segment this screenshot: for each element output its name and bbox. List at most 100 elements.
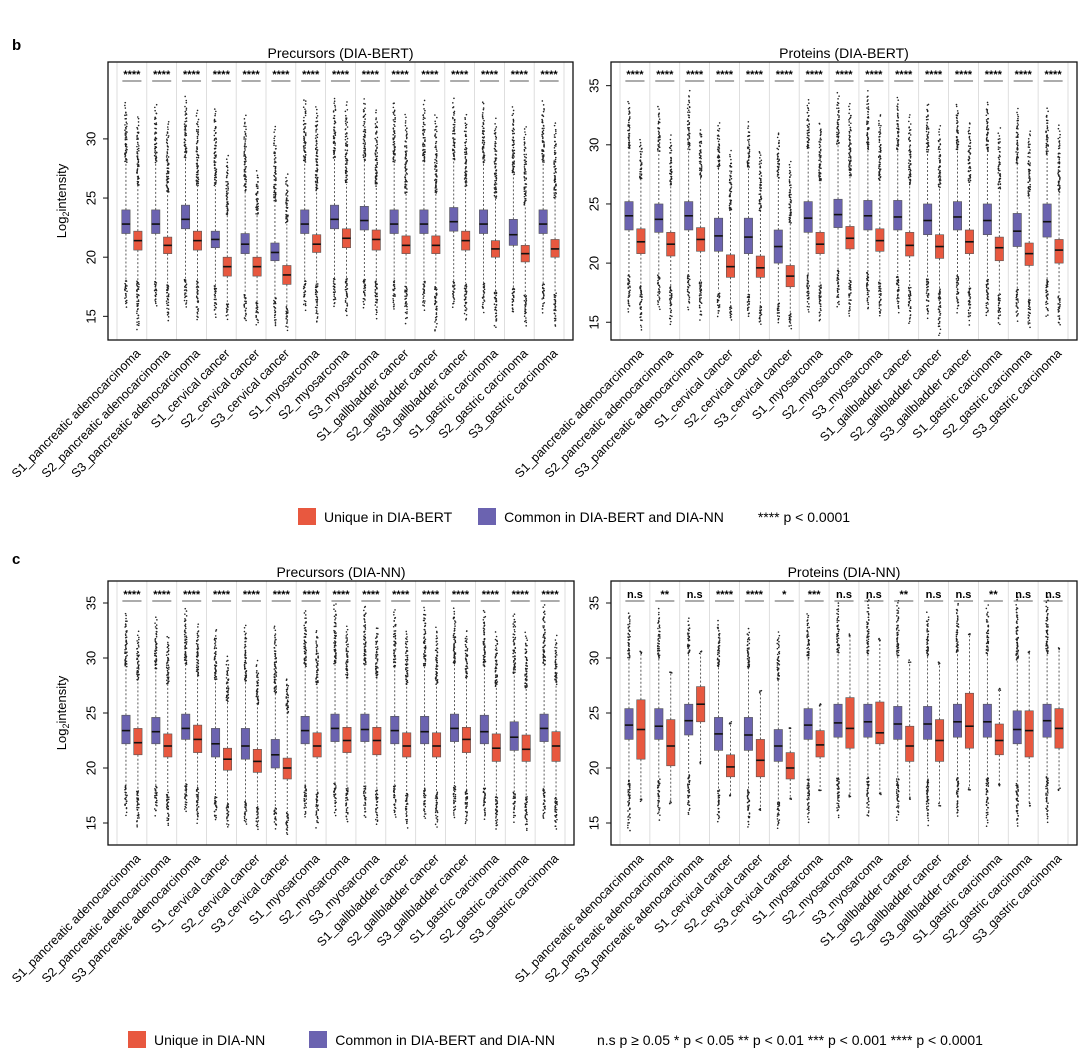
- outlier-dot: [155, 103, 158, 106]
- outlier-dot: [687, 142, 690, 144]
- outlier-dot: [453, 149, 455, 152]
- x-tick-label: S1_pancreatic adenocarcinoma: [9, 346, 143, 480]
- outlier-dot: [927, 103, 930, 106]
- outlier-dot: [837, 142, 840, 145]
- significance-label: ****: [272, 69, 290, 81]
- outlier-dot: [512, 310, 515, 313]
- outlier-dot: [285, 201, 287, 204]
- outlier-points: [818, 122, 822, 322]
- outlier-dot: [225, 190, 228, 193]
- outlier-dot: [167, 175, 170, 178]
- outlier-dot: [776, 170, 779, 172]
- outlier-dot: [628, 102, 630, 105]
- outlier-dot: [927, 127, 930, 130]
- outlier-dot: [818, 140, 820, 143]
- outlier-dot: [215, 298, 217, 301]
- outlier-dot: [807, 146, 810, 149]
- outlier-dot: [273, 142, 275, 145]
- outlier-dot: [125, 125, 128, 128]
- outlier-dot: [838, 115, 840, 117]
- outlier-dot: [274, 171, 276, 174]
- outlier-dot: [435, 157, 438, 159]
- outlier-dot: [554, 152, 557, 154]
- outlier-dot: [125, 296, 127, 298]
- outlier-dot: [226, 174, 228, 177]
- outlier-dot: [700, 297, 702, 299]
- panel-b-label: b: [12, 37, 22, 54]
- outlier-dot: [758, 209, 761, 212]
- outlier-dot: [819, 159, 822, 161]
- outlier-dot: [879, 131, 881, 133]
- outlier-dot: [185, 117, 188, 119]
- outlier-dot: [985, 119, 988, 121]
- outlier-dot: [819, 303, 821, 305]
- outlier-dot: [554, 128, 557, 131]
- outlier-dot: [850, 174, 852, 177]
- outlier-dot: [434, 296, 437, 299]
- outlier-dot: [124, 300, 127, 303]
- outlier-dot: [553, 298, 556, 301]
- outlier-dot: [125, 306, 128, 308]
- outlier-dot: [434, 189, 437, 192]
- outlier-dot: [524, 308, 527, 311]
- outlier-dot: [138, 286, 140, 288]
- outlier-dot: [778, 305, 780, 308]
- outlier-dot: [393, 136, 396, 138]
- outlier-dot: [808, 296, 810, 299]
- outlier-dot: [362, 297, 365, 300]
- outlier-dot: [926, 305, 928, 307]
- box-common: [389, 209, 399, 234]
- outlier-dot: [700, 283, 702, 285]
- outlier-dot: [1045, 150, 1048, 153]
- outlier-dot: [837, 135, 840, 138]
- outlier-dot: [167, 191, 170, 193]
- outlier-dot: [154, 300, 157, 303]
- outlier-dot: [423, 153, 426, 156]
- outlier-dot: [926, 110, 929, 113]
- outlier-dot: [124, 137, 127, 139]
- outlier-dot: [167, 189, 169, 191]
- outlier-dot: [213, 167, 216, 169]
- outlier-dot: [819, 157, 821, 159]
- outlier-dot: [166, 154, 168, 157]
- outlier-dot: [553, 134, 556, 136]
- outlier-dot: [788, 221, 791, 223]
- outlier-dot: [698, 306, 701, 309]
- outlier-dot: [897, 125, 899, 128]
- outlier-dot: [639, 295, 642, 298]
- outlier-dot: [275, 177, 277, 179]
- outlier-dot: [493, 303, 496, 306]
- outlier-dot: [896, 283, 898, 286]
- outlier-dot: [523, 159, 526, 162]
- outlier-dot: [494, 153, 497, 156]
- outlier-dot: [788, 184, 791, 187]
- outlier-dot: [866, 107, 868, 109]
- outlier-dot: [393, 114, 396, 117]
- outlier-dot: [957, 130, 959, 132]
- outlier-dot: [453, 121, 456, 123]
- outlier-dot: [867, 113, 869, 116]
- outlier-dot: [939, 143, 942, 146]
- outlier-dot: [345, 310, 348, 313]
- outlier-dot: [985, 114, 988, 117]
- outlier-dot: [985, 285, 988, 287]
- outlier-dot: [543, 144, 545, 147]
- outlier-dot: [627, 308, 629, 310]
- outlier-dot: [195, 115, 198, 117]
- outlier-dot: [848, 156, 850, 159]
- outlier-dot: [670, 144, 673, 147]
- outlier-dot: [819, 289, 821, 292]
- outlier-dot: [465, 285, 468, 288]
- outlier-dot: [344, 300, 347, 302]
- outlier-dot: [956, 280, 959, 282]
- outlier-dot: [838, 288, 840, 290]
- outlier-dot: [422, 152, 425, 154]
- outlier-dot: [879, 287, 882, 290]
- outlier-dot: [196, 288, 199, 291]
- outlier-dot: [126, 285, 128, 287]
- outlier-dot: [482, 150, 484, 152]
- outlier-dot: [541, 152, 543, 155]
- outlier-dot: [495, 117, 497, 120]
- outlier-dot: [346, 277, 348, 280]
- outlier-dot: [464, 293, 466, 296]
